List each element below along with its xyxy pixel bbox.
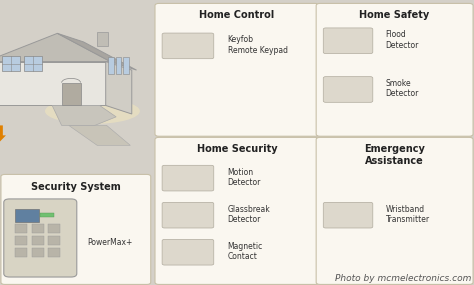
Text: Wristband
Transmitter: Wristband Transmitter — [386, 205, 430, 224]
Bar — [24, 56, 42, 71]
FancyBboxPatch shape — [162, 33, 214, 59]
Polygon shape — [0, 33, 110, 62]
Polygon shape — [57, 33, 137, 70]
FancyBboxPatch shape — [162, 239, 214, 265]
Bar — [116, 57, 121, 74]
Polygon shape — [69, 125, 130, 145]
Bar — [62, 83, 81, 105]
FancyBboxPatch shape — [316, 3, 473, 136]
Text: Home Control: Home Control — [200, 10, 274, 20]
Text: Security System: Security System — [31, 182, 121, 192]
Text: PowerMax+: PowerMax+ — [88, 238, 133, 247]
Bar — [15, 248, 27, 256]
Bar — [2, 56, 20, 71]
Polygon shape — [0, 62, 106, 105]
Bar — [32, 248, 44, 256]
FancyBboxPatch shape — [323, 28, 373, 54]
FancyBboxPatch shape — [155, 137, 319, 284]
FancyBboxPatch shape — [155, 3, 319, 136]
Bar — [48, 236, 60, 245]
Bar — [32, 224, 44, 233]
Bar — [123, 57, 129, 74]
Polygon shape — [106, 62, 132, 114]
Text: Flood
Detector: Flood Detector — [386, 30, 419, 50]
FancyBboxPatch shape — [323, 202, 373, 228]
Ellipse shape — [45, 98, 140, 124]
FancyBboxPatch shape — [162, 202, 214, 228]
FancyBboxPatch shape — [162, 165, 214, 191]
Bar — [15, 209, 39, 222]
Bar — [15, 224, 27, 233]
FancyBboxPatch shape — [323, 77, 373, 102]
FancyBboxPatch shape — [316, 137, 473, 284]
Text: Photo by mcmelectronics.com: Photo by mcmelectronics.com — [335, 274, 472, 283]
Text: Glassbreak
Detector: Glassbreak Detector — [228, 205, 270, 224]
Text: Motion
Detector: Motion Detector — [228, 168, 261, 187]
Bar — [32, 236, 44, 245]
Bar — [108, 57, 114, 74]
Text: Emergency
Assistance: Emergency Assistance — [364, 144, 425, 166]
Bar — [97, 32, 108, 46]
Text: Keyfob
Remote Keypad: Keyfob Remote Keypad — [228, 35, 288, 55]
Text: Smoke
Detector: Smoke Detector — [386, 79, 419, 98]
Text: Magnetic
Contact: Magnetic Contact — [228, 242, 263, 261]
Polygon shape — [52, 105, 116, 125]
FancyBboxPatch shape — [1, 174, 151, 284]
Bar — [15, 236, 27, 245]
FancyArrow shape — [0, 125, 6, 144]
Text: Home Safety: Home Safety — [359, 10, 430, 20]
FancyBboxPatch shape — [4, 199, 77, 277]
Bar — [48, 248, 60, 256]
Text: Home Security: Home Security — [197, 144, 277, 154]
Bar — [48, 224, 60, 233]
Bar — [40, 213, 54, 217]
